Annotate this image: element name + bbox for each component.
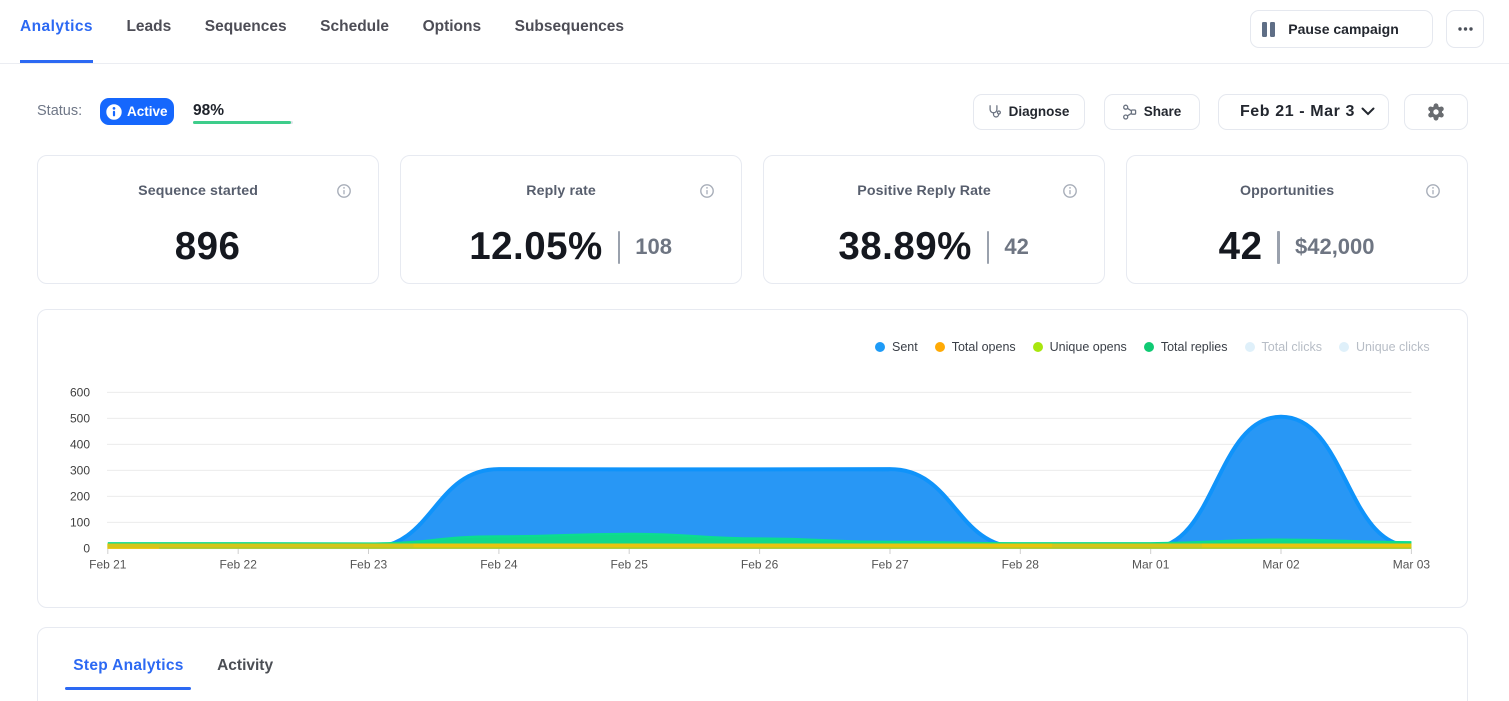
svg-text:Feb 22: Feb 22 bbox=[219, 557, 257, 571]
svg-text:100: 100 bbox=[70, 515, 90, 529]
svg-text:500: 500 bbox=[70, 411, 90, 425]
svg-text:200: 200 bbox=[70, 489, 90, 503]
svg-text:Mar 02: Mar 02 bbox=[1262, 557, 1300, 571]
svg-text:400: 400 bbox=[70, 437, 90, 451]
svg-text:Feb 26: Feb 26 bbox=[741, 557, 779, 571]
svg-text:300: 300 bbox=[70, 463, 90, 477]
svg-text:Feb 27: Feb 27 bbox=[871, 557, 909, 571]
svg-text:0: 0 bbox=[83, 541, 90, 555]
svg-text:Feb 24: Feb 24 bbox=[480, 557, 518, 571]
svg-text:Feb 25: Feb 25 bbox=[610, 557, 648, 571]
svg-text:Feb 28: Feb 28 bbox=[1001, 557, 1039, 571]
svg-text:Mar 01: Mar 01 bbox=[1132, 557, 1170, 571]
svg-text:Feb 23: Feb 23 bbox=[349, 557, 387, 571]
svg-text:Feb 21: Feb 21 bbox=[89, 557, 127, 571]
svg-text:Mar 03: Mar 03 bbox=[1392, 557, 1430, 571]
svg-text:600: 600 bbox=[70, 385, 90, 399]
